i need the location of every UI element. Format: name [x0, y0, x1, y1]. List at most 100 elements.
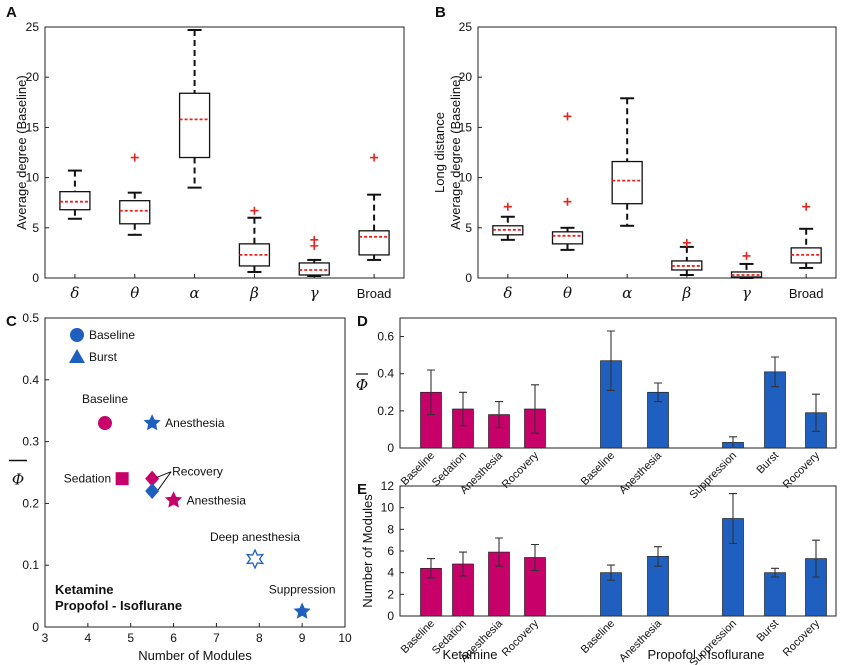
x-tick-label: Baseline: [579, 618, 617, 656]
group-label-propofol: Propofol - Isoflurane: [55, 598, 182, 613]
x-tick-label: Broad: [357, 286, 392, 301]
x-axis-label: Number of Modules: [138, 648, 252, 663]
y-tick-label: 10: [459, 171, 473, 185]
x-tick-label: γ: [310, 284, 319, 302]
y-tick-label: 0.3: [22, 435, 39, 449]
scatter-point-star: [293, 602, 311, 619]
y-tick-label: 0.1: [22, 558, 39, 572]
panel-label-C: C: [6, 313, 17, 330]
error-bar: [812, 539, 820, 578]
y-tick-label: 25: [459, 20, 473, 34]
scatter-point-diamond: [145, 483, 160, 500]
x-tick-label: θ: [130, 284, 139, 302]
outlier-marker: [802, 202, 811, 211]
group-label-propofol: Propofol - Isoflurane: [647, 647, 764, 662]
x-tick-label: 10: [338, 631, 352, 645]
legend-marker-circle: [70, 328, 84, 342]
panel-A-frame: [44, 26, 405, 279]
group-label-ketamine: Ketamine: [443, 647, 498, 662]
y-tick-label: 6: [387, 544, 394, 558]
y-tick-label: 15: [459, 120, 473, 134]
error-bar: [495, 401, 503, 429]
y-tick-label: 5: [465, 221, 472, 235]
panel-label-D: D: [357, 313, 368, 330]
panel-label-B: B: [435, 4, 446, 21]
y-axis-label: Average degree (Baseline): [14, 75, 29, 229]
box: [551, 231, 584, 245]
panel-C-frame: [44, 317, 346, 628]
panel-label-E: E: [357, 481, 367, 498]
legend-marker-triangle: [69, 349, 85, 363]
x-tick-label: 9: [299, 631, 306, 645]
x-tick-label: Baseline: [579, 450, 617, 488]
box: [119, 200, 151, 225]
x-tick-label: 8: [256, 631, 263, 645]
x-tick-label: 3: [42, 631, 49, 645]
error-bar: [607, 330, 615, 391]
error-bar: [607, 564, 615, 581]
x-tick-label: θ: [563, 284, 572, 302]
point-label: Anesthesia: [187, 493, 247, 507]
x-tick-label: α: [190, 284, 200, 302]
box: [611, 160, 643, 205]
outlier-marker: [503, 202, 512, 211]
error-bar: [459, 391, 467, 427]
box: [298, 262, 330, 276]
error-bar: [654, 382, 662, 403]
y-tick-label: 5: [32, 221, 39, 235]
y-axis-label: Φ: [12, 471, 24, 489]
point-label: Suppression: [269, 583, 336, 597]
y-tick-label: 0.2: [377, 404, 394, 418]
box: [59, 191, 91, 211]
y-tick-label: 10: [26, 171, 40, 185]
error-bar: [729, 436, 737, 449]
x-tick-label: Burst: [754, 450, 781, 477]
group-label-ketamine: Ketamine: [55, 582, 114, 597]
scatter-point-star-open: [245, 548, 265, 570]
error-bar: [531, 543, 539, 572]
x-tick-label: Rocovery: [500, 449, 542, 491]
point-label: Anesthesia: [165, 416, 225, 430]
y-tick-label: 0.2: [22, 496, 39, 510]
y-axis-label: Average degree (Baseline): [448, 75, 463, 229]
outlier-marker: [250, 206, 259, 215]
scatter-point-star: [165, 491, 183, 508]
error-bar: [427, 558, 435, 579]
y-tick-label: 20: [459, 70, 473, 84]
x-tick-label: 6: [170, 631, 177, 645]
error-bar: [459, 551, 467, 577]
x-tick-label: δ: [503, 284, 512, 302]
point-label: Baseline: [82, 392, 128, 406]
box: [178, 92, 211, 159]
panel-B-frame: [477, 26, 837, 279]
y-tick-label: 0.4: [22, 373, 39, 387]
outlier-marker: [682, 238, 691, 247]
point-label: Recovery: [172, 465, 223, 479]
error-bar: [495, 537, 503, 567]
scatter-point-circle: [98, 416, 112, 431]
error-bar: [812, 393, 820, 432]
point-leader-line: [155, 471, 172, 493]
point-label: Deep anesthesia: [210, 530, 300, 544]
y-tick-label: 0.5: [22, 311, 39, 325]
x-tick-label: Rocovery: [500, 617, 542, 659]
error-bar: [531, 384, 539, 434]
y-tick-label: 15: [26, 120, 40, 134]
y-tick-label: 0: [32, 620, 39, 634]
x-tick-label: Anesthesia: [617, 449, 665, 497]
y-tick-label: 20: [26, 70, 40, 84]
outlier-marker: [130, 153, 139, 162]
y-tick-label: 0: [32, 271, 39, 285]
box: [358, 230, 390, 256]
x-tick-label: δ: [70, 284, 79, 302]
point-label: Sedation: [64, 472, 111, 486]
outlier-marker: [563, 197, 572, 206]
error-bar: [771, 567, 779, 578]
scatter-point-star: [143, 414, 161, 431]
x-tick-label: Broad: [789, 286, 824, 301]
outlier-marker: [310, 235, 319, 244]
y-axis-label: Φ: [356, 376, 368, 394]
y-tick-label: 0: [387, 609, 394, 623]
scatter-point-diamond: [145, 470, 160, 487]
y-tick-label: 0.4: [377, 367, 394, 381]
